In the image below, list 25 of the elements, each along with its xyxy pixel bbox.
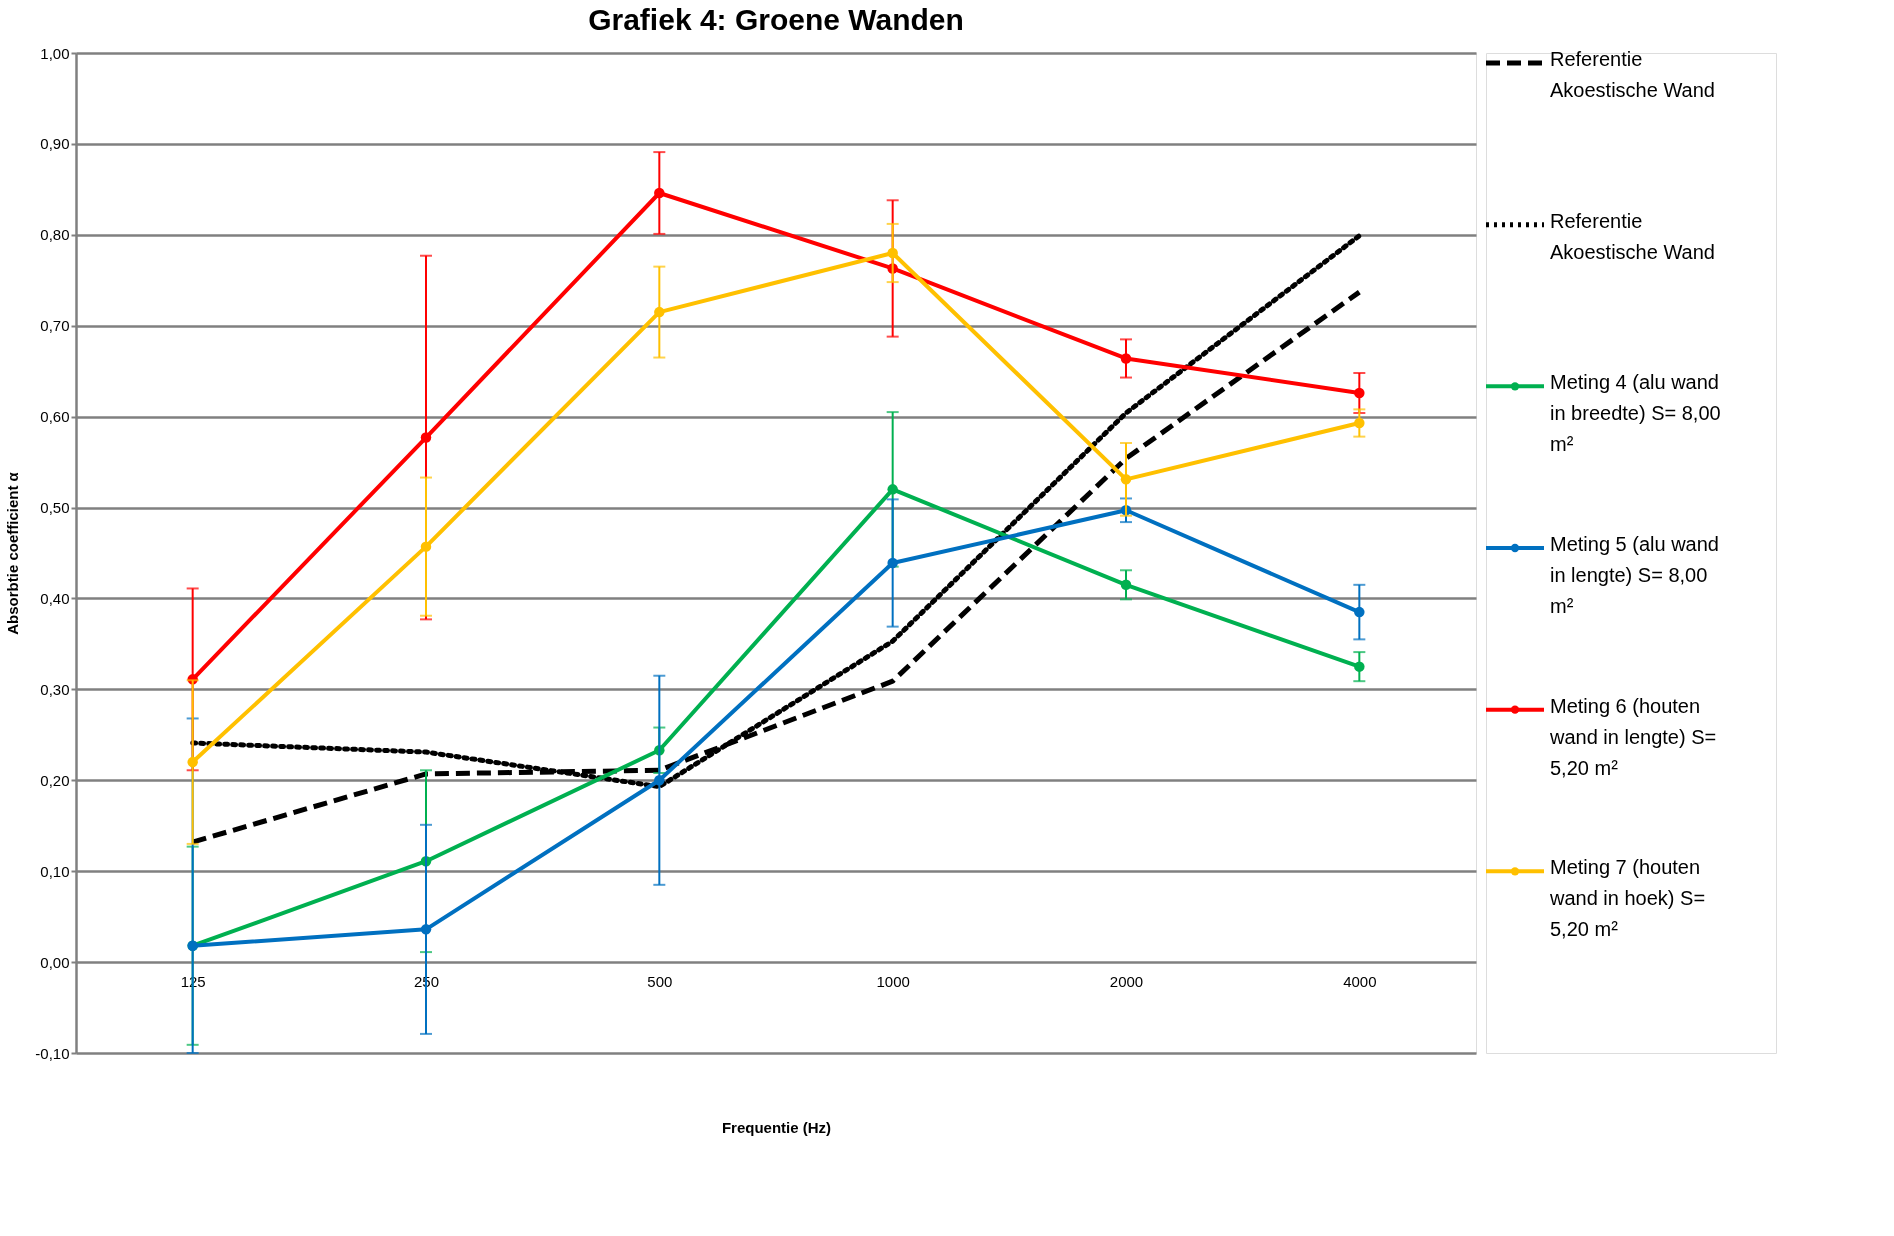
y-tick-label: 0,00 <box>40 953 70 971</box>
x-axis-title: Frequentie (Hz) <box>721 1118 832 1136</box>
y-tick-label: 0,40 <box>40 589 70 607</box>
x-tick-label: 1000 <box>876 972 910 990</box>
x-tick-label: 500 <box>647 972 673 990</box>
x-tick-label: 2000 <box>1109 972 1144 990</box>
y-tick-label: 0,20 <box>40 771 70 789</box>
legend-label: Meting 5 (alu wand in lengte) S= 8,00 m² <box>1550 533 1719 617</box>
y-axis-title: Absorbtie coefficient α <box>4 471 22 635</box>
y-tick-label: 0,10 <box>40 862 70 880</box>
y-tick-label: 0,80 <box>40 226 70 244</box>
y-tick-label: -0,10 <box>35 1044 70 1062</box>
legend-label: Meting 7 (houten wand in hoek) S= 5,20 m² <box>1549 856 1706 941</box>
y-tick-label: 0,60 <box>40 408 70 426</box>
legend-label: Meting 6 (houten wand in lengte) S= 5,20 m² <box>1549 694 1717 779</box>
legend-label: Referentie Akoestische Wand <box>1550 48 1715 101</box>
y-tick-label: 1,00 <box>40 44 70 62</box>
legend-label: Meting 4 (alu wand in breedte) S= 8,00 m² <box>1550 371 1721 456</box>
chart-title: Grafiek 4: Groene Wanden <box>588 3 964 36</box>
x-tick-label: 4000 <box>1343 972 1377 990</box>
y-tick-label: 0,90 <box>40 135 70 153</box>
legend-label: Referentie Akoestische Wand <box>1550 209 1715 263</box>
y-tick-label: 0,30 <box>40 680 70 698</box>
y-tick-label: 0,70 <box>40 317 70 335</box>
y-tick-label: 0,50 <box>40 499 70 517</box>
